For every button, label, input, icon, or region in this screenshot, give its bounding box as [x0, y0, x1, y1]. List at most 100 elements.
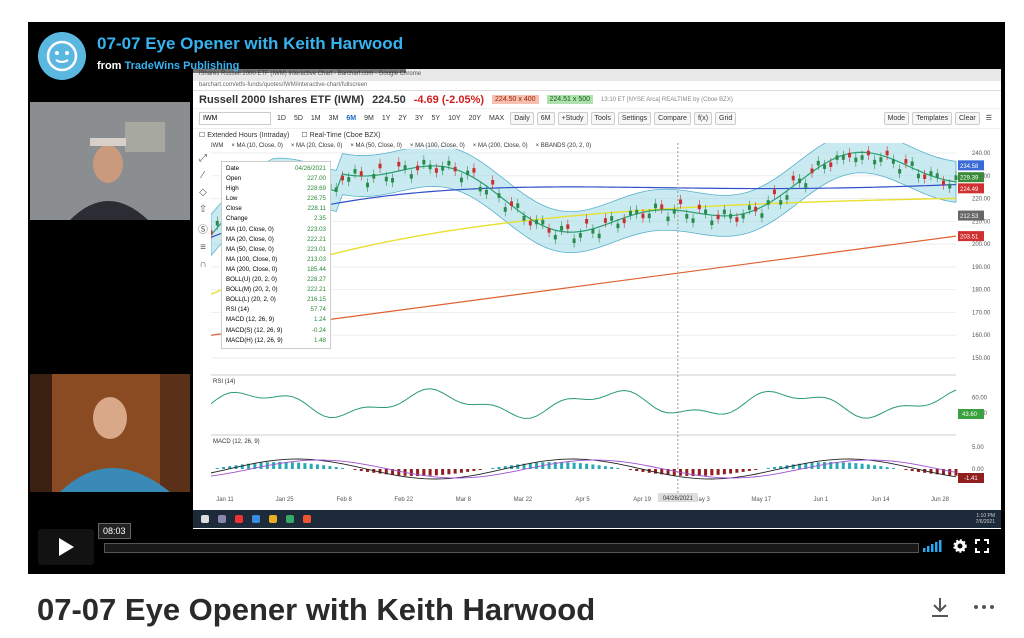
macd-histogram-bar [222, 467, 226, 469]
candle-body [641, 213, 645, 219]
legend-item[interactable]: × MA (100, Close, 0) [409, 143, 465, 149]
period-9m[interactable]: 9M [364, 115, 374, 122]
x-tick-label: Apr 19 [633, 497, 651, 503]
legend-item[interactable]: × MA (10, Close, 0) [231, 143, 283, 149]
search-icon[interactable] [218, 515, 226, 523]
candle-body [722, 209, 726, 215]
candle-body [497, 193, 501, 198]
grid-button[interactable]: Grid [715, 112, 737, 125]
period-max[interactable]: MAX [489, 115, 505, 122]
macd-histogram-bar [578, 463, 582, 469]
interval-select[interactable]: Daily [510, 112, 534, 125]
settings-button[interactable]: Settings [617, 112, 652, 125]
fx-button[interactable]: f(x) [693, 112, 713, 125]
extended-hours-checkbox[interactable]: ☐ Extended Hours (Intraday) [199, 132, 290, 139]
macd-histogram-bar [441, 469, 445, 475]
volume-icon[interactable] [923, 540, 945, 552]
arrow-tool-icon[interactable]: ⇧ [198, 204, 208, 215]
candle-body [898, 169, 902, 174]
macd-histogram-bar [366, 469, 370, 472]
video-title-overlay[interactable]: 07-07 Eye Opener with Keith Harwood [94, 33, 407, 55]
period-3y[interactable]: 3Y [414, 115, 424, 122]
gear-icon[interactable] [953, 539, 967, 553]
mode-button[interactable]: Mode [883, 112, 910, 125]
macd-histogram-bar [841, 462, 845, 469]
period-20y[interactable]: 20Y [468, 115, 482, 122]
candle-body [428, 164, 432, 170]
clear-button[interactable]: Clear [954, 112, 980, 125]
macd-histogram-bar [941, 469, 945, 475]
period-6m[interactable]: 6M [346, 115, 357, 122]
candle-body [772, 189, 776, 195]
period-1m[interactable]: 1M [310, 115, 321, 122]
shape-tool-icon[interactable]: ◇ [199, 187, 207, 198]
channel-avatar[interactable] [38, 32, 86, 80]
fib-tool-icon[interactable]: ≡ [200, 242, 206, 253]
macd-histogram-bar [873, 465, 877, 469]
macd-histogram-bar [228, 466, 232, 469]
menu-icon[interactable]: ☰ [985, 115, 992, 122]
tooltip-row: MA (50, Close, 0) 223.01 [226, 245, 326, 253]
range-select[interactable]: 6M [536, 112, 555, 125]
candle-body [622, 218, 626, 224]
progress-bar[interactable] [104, 543, 919, 553]
crosshair-tool-icon[interactable]: ⤢ [199, 153, 207, 164]
app-icon[interactable] [303, 515, 311, 523]
quote-price: 224.50 [372, 93, 406, 106]
text-tool-icon[interactable]: Ⓢ [198, 225, 208, 236]
compare-button[interactable]: Compare [654, 112, 691, 125]
symbol-input[interactable] [199, 112, 271, 125]
legend-item[interactable]: IWM [211, 143, 224, 149]
macd-histogram-bar [672, 469, 676, 476]
edge-icon[interactable] [252, 515, 260, 523]
macd-tick: 0.00 [972, 467, 984, 473]
line-tool-icon[interactable]: ⁄ [202, 170, 204, 181]
period-1y[interactable]: 1Y [381, 115, 391, 122]
macd-histogram-bar [447, 469, 451, 475]
macd-histogram-bar [628, 469, 632, 471]
macd-line [211, 458, 957, 480]
period-5y[interactable]: 5Y [431, 115, 441, 122]
more-options-icon[interactable] [972, 595, 996, 619]
period-2y[interactable]: 2Y [398, 115, 407, 122]
folder-icon[interactable] [269, 515, 277, 523]
candle-body [860, 155, 864, 160]
publisher-link[interactable]: TradeWins Publishing [124, 60, 240, 72]
y-tick-label: 170.00 [972, 310, 991, 316]
templates-button[interactable]: Templates [912, 112, 952, 125]
macd-histogram-bar [616, 468, 620, 469]
download-icon[interactable] [928, 595, 952, 619]
price-chart[interactable]: 240.00230.00220.00210.00200.00190.00180.… [211, 143, 1001, 503]
period-10y[interactable]: 10Y [448, 115, 461, 122]
period-3m[interactable]: 3M [328, 115, 339, 122]
chrome-icon[interactable] [235, 515, 243, 523]
windows-start-icon[interactable] [201, 515, 209, 523]
period-1d[interactable]: 1D [277, 115, 286, 122]
candle-body [359, 171, 363, 176]
app-icon[interactable] [286, 515, 294, 523]
magnet-tool-icon[interactable]: ∩ [199, 259, 207, 270]
rsi-tick: 60.00 [972, 396, 988, 402]
legend-item[interactable]: × MA (20, Close, 0) [290, 143, 343, 149]
macd-histogram-bar [591, 464, 595, 469]
x-tick-label: May 17 [751, 497, 771, 503]
study-button[interactable]: +Study [557, 112, 588, 125]
candle-body [610, 216, 614, 221]
candle-body [754, 206, 758, 212]
video-player[interactable]: 07-07 Eye Opener with Keith Harwood from… [28, 22, 1005, 574]
period-5d[interactable]: 5D [293, 115, 303, 122]
legend-item[interactable]: × MA (200, Close, 0) [472, 143, 528, 149]
candle-body [453, 166, 457, 172]
legend-item[interactable]: × MA (50, Close, 0) [350, 143, 402, 149]
real-time-checkbox[interactable]: ☐ Real-Time (Cboe BZX) [301, 132, 381, 139]
candle-body [378, 163, 382, 169]
play-button[interactable] [38, 529, 94, 565]
macd-histogram-bar [691, 469, 695, 476]
legend-item[interactable]: × BBANDS (20, 2, 0) [535, 143, 592, 149]
candle-body [685, 214, 689, 219]
fullscreen-icon[interactable] [975, 539, 989, 553]
tools-button[interactable]: Tools [590, 112, 615, 125]
macd-histogram-bar [653, 469, 657, 474]
browser-url[interactable]: barchart.com/etfs-funds/quotes/IWM/inter… [193, 81, 1001, 91]
tooltip-row: BOLL(U) (20, 2, 0) 228.27 [226, 276, 326, 284]
